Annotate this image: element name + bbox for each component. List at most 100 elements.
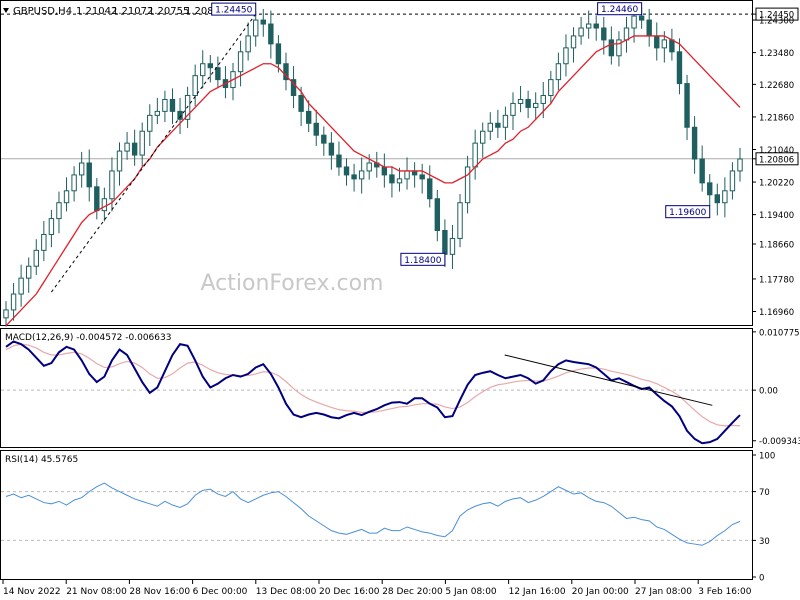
candle-body	[177, 110, 183, 120]
candle-body	[336, 154, 342, 168]
dropdown-triangle-icon[interactable]	[3, 8, 9, 13]
x-axis: 14 Nov 2022 21 Nov 08:00 28 Nov 16:00 6 Dec…	[2, 580, 752, 597]
candle	[676, 38, 683, 95]
candle	[207, 55, 214, 83]
candle	[585, 10, 592, 39]
rsi-axis: 100 70 30 0	[752, 452, 775, 584]
candle	[555, 52, 562, 91]
rsi-layer	[1, 482, 752, 546]
moving-average-layer	[5, 35, 741, 327]
candle-body	[18, 277, 24, 295]
candle-body	[71, 174, 77, 192]
candle-body	[699, 158, 705, 184]
candle	[714, 183, 720, 216]
rsi-tick-label: 70	[759, 488, 770, 498]
candle-body	[480, 130, 486, 144]
symbol-label: GBPUSD,H4	[13, 6, 72, 17]
candle-body	[555, 63, 562, 81]
candle	[419, 163, 425, 194]
candle-body	[464, 166, 471, 204]
candle	[215, 56, 221, 89]
macd-line	[5, 340, 741, 445]
candle-body	[154, 110, 161, 116]
moving-average-line	[5, 35, 741, 327]
candle	[593, 15, 599, 41]
price-tick-box	[755, 7, 799, 21]
candle-body	[10, 293, 17, 311]
candle-body	[517, 98, 524, 104]
candle	[517, 85, 524, 113]
candle-body	[351, 174, 357, 180]
candle-body	[139, 130, 145, 156]
rsi-tick-label: 30	[759, 537, 770, 547]
macd-panel[interactable]	[0, 328, 753, 448]
x-tick-label: 13 Dec 08:00	[256, 587, 317, 597]
annotation-box	[400, 252, 446, 266]
candle-body	[131, 142, 138, 156]
price-annotation-1.18400: 1.18400	[400, 252, 446, 266]
macd-title: MACD(12,26,9) -0.004572 -0.006633	[5, 333, 171, 343]
candle-body	[328, 142, 335, 156]
price-tick-label: 1.20220	[759, 179, 794, 189]
candle-body	[608, 39, 615, 57]
x-tick-label: 20 Dec 16:00	[319, 587, 380, 597]
candle-body	[707, 182, 713, 196]
rsi-tick-label: 0	[759, 574, 764, 584]
macd-tick-label: 0.010775	[759, 328, 800, 338]
candle-body	[109, 170, 115, 200]
price-tick-label: 1.17780	[759, 275, 794, 285]
candle-body	[449, 237, 456, 255]
candle-body	[33, 249, 39, 267]
candle-body	[253, 19, 259, 37]
candle	[3, 301, 9, 327]
candle-body	[404, 170, 410, 180]
annotation-label: 1.24460	[601, 5, 638, 15]
candle	[200, 50, 206, 89]
candle	[328, 132, 335, 170]
candle-body	[578, 27, 584, 37]
candle-body	[669, 39, 675, 53]
rsi-panel[interactable]	[0, 450, 753, 580]
candle	[139, 122, 145, 168]
candle	[116, 142, 123, 186]
candle-body	[601, 27, 607, 41]
annotation-box	[211, 2, 257, 16]
candle-body	[472, 142, 478, 168]
candle	[237, 40, 244, 87]
candle	[495, 109, 501, 138]
candle	[570, 27, 577, 63]
candle-body	[41, 233, 47, 251]
candle-body	[548, 79, 554, 96]
candle-body	[532, 102, 539, 108]
x-tick-label: 21 Nov 08:00	[66, 587, 127, 597]
chart-header: GBPUSD,H4 1.21042 1.21072 1.20755 1.2080…	[3, 6, 226, 17]
candle	[245, 22, 251, 61]
candle-body	[86, 162, 92, 188]
candle-body	[434, 198, 441, 231]
candle	[737, 147, 743, 182]
candle	[707, 174, 713, 206]
candle-body	[116, 150, 123, 172]
candle	[26, 257, 32, 293]
candle-body	[63, 190, 70, 204]
candle-body	[510, 102, 516, 116]
candle-body	[268, 23, 274, 45]
candle	[131, 129, 138, 166]
price-annotation-1.24450: 1.24450	[211, 2, 257, 16]
rsi-tick-label: 100	[759, 452, 775, 462]
candle	[275, 35, 282, 73]
candle-body	[661, 39, 668, 49]
x-tick-label: 12 Jan 16:00	[509, 587, 566, 597]
rsi-line	[5, 482, 741, 546]
candle	[33, 239, 39, 275]
x-tick-label: 5 Jan 08:00	[445, 587, 497, 597]
candle	[434, 190, 441, 242]
macd-axis: 0.010775 0.00 -0.009343	[752, 328, 800, 447]
annotation-label: 1.18400	[404, 256, 441, 266]
candle-body	[343, 166, 350, 176]
candle-body	[101, 198, 108, 212]
candle-body	[540, 95, 546, 104]
macd-signal-line	[5, 343, 741, 427]
candle-body	[358, 170, 365, 180]
